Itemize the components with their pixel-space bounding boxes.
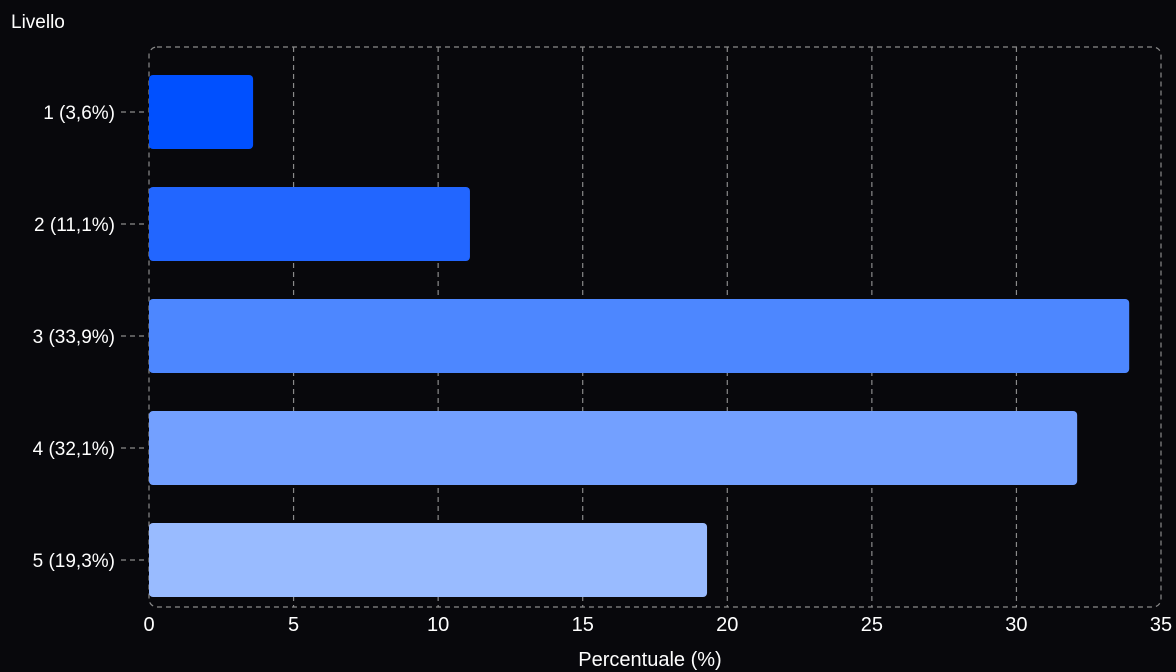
y-tick-label: 4 (32,1%) — [33, 439, 115, 460]
bar — [149, 75, 254, 149]
bar — [149, 523, 708, 597]
x-tick-label: 20 — [716, 614, 738, 636]
x-tick-label: 35 — [1150, 614, 1172, 636]
x-axis-title: Percentuale (%) — [578, 649, 722, 671]
x-tick-label: 25 — [861, 614, 883, 636]
x-tick-label: 0 — [143, 614, 154, 636]
x-tick-label: 10 — [427, 614, 449, 636]
bar — [149, 187, 470, 261]
x-tick-labels: 0 5 10 15 20 25 30 35 — [143, 614, 1172, 636]
y-tick-label: 1 (3,6%) — [43, 103, 115, 124]
y-tick-labels: 1 (3,6%) 2 (11,1%) 3 (33,9%) 4 (32,1%) 5 (19… — [33, 103, 146, 572]
x-tick-label: 5 — [288, 614, 299, 636]
y-tick-label: 2 (11,1%) — [34, 215, 115, 236]
x-tick-label: 15 — [572, 614, 594, 636]
bar — [149, 299, 1130, 373]
y-tick-label: 3 (33,9%) — [33, 327, 115, 348]
y-axis-title: Livello — [11, 12, 65, 33]
y-tick-label: 5 (19,3%) — [33, 551, 115, 572]
bar-layer — [149, 75, 1130, 597]
bar — [149, 411, 1078, 485]
x-tick-label: 30 — [1005, 614, 1027, 636]
